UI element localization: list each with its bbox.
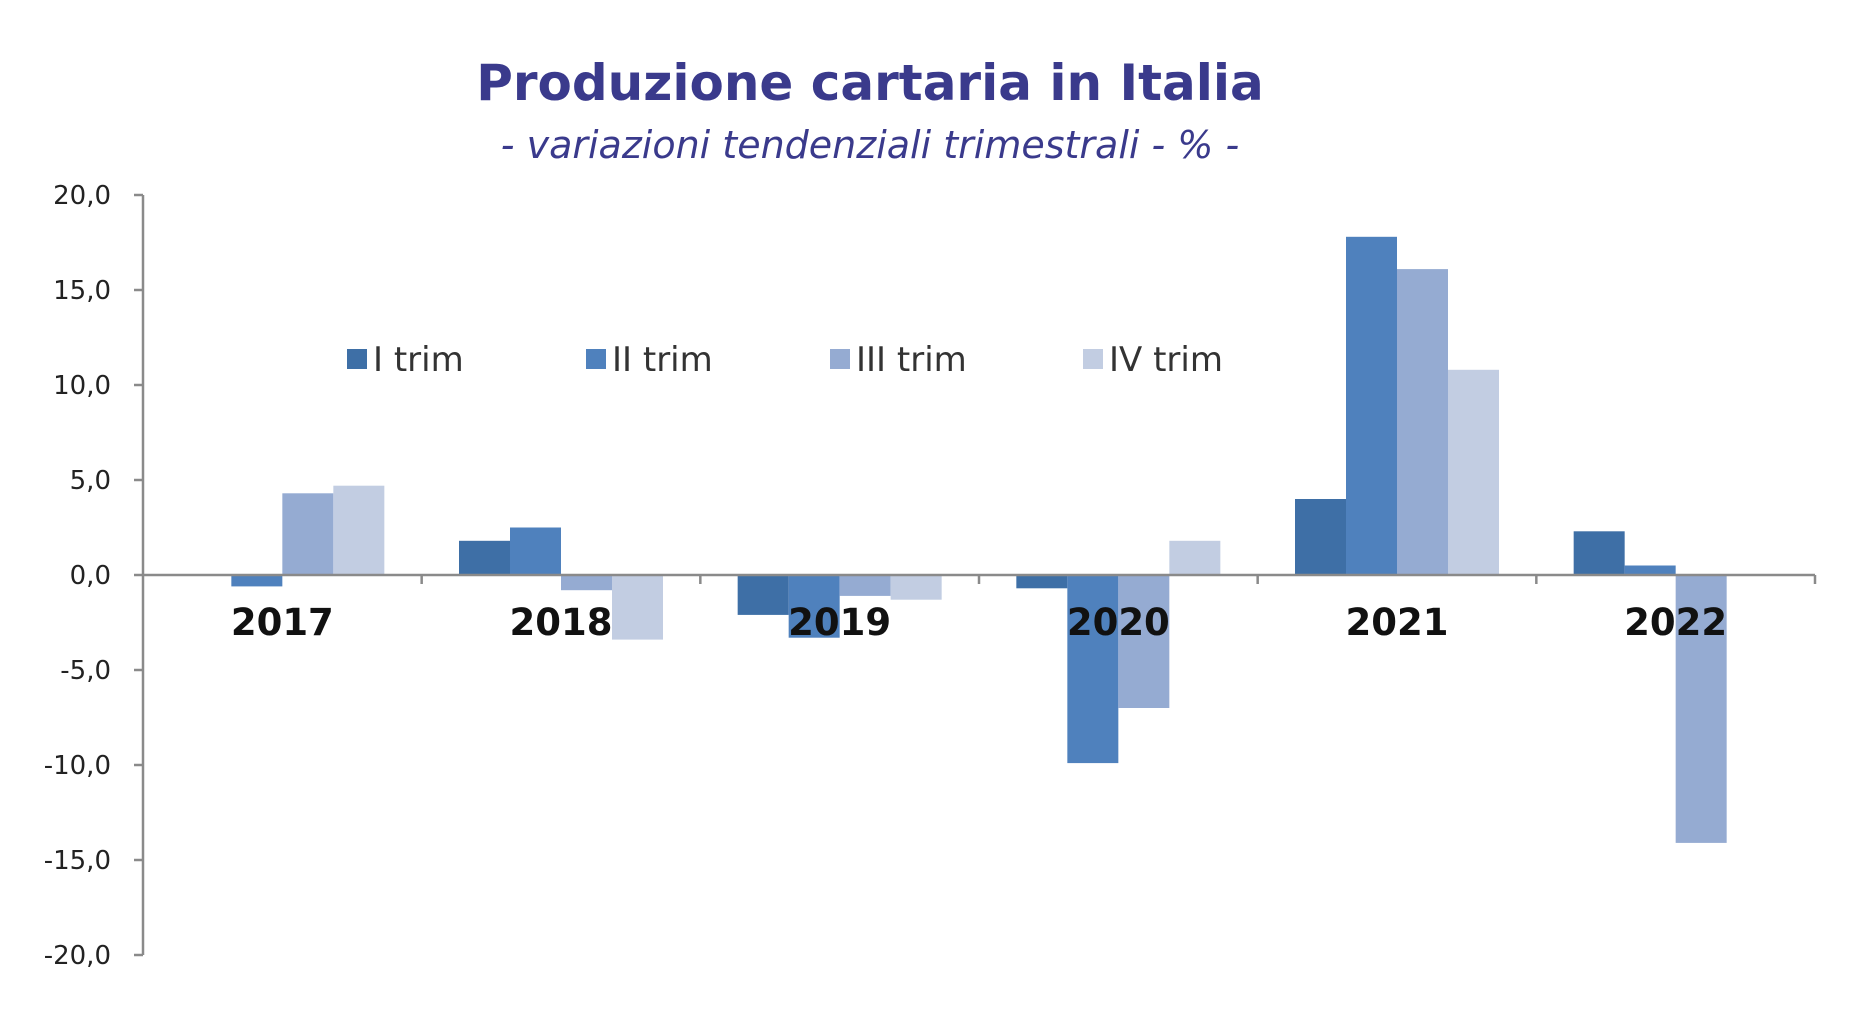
bar-2018-ii-trim	[510, 527, 561, 575]
y-tick-label: 20,0	[53, 181, 111, 211]
legend-swatch-iv-trim	[1083, 349, 1103, 369]
bar-2020-i-trim	[1016, 575, 1068, 589]
category-label-2022: 2022	[1624, 601, 1727, 644]
y-tick-label: -20,0	[44, 941, 111, 971]
bar-2018-iv-trim	[612, 575, 663, 640]
category-label-2019: 2019	[788, 601, 891, 644]
legend-label-iii-trim: III trim	[856, 340, 967, 380]
category-label-2017: 2017	[231, 601, 334, 644]
axes-layer	[134, 193, 1817, 957]
chart-subtitle: - variazioni tendenziali trimestrali - %…	[501, 123, 1239, 167]
legend-label-iv-trim: IV trim	[1109, 340, 1223, 380]
y-tick-label: -10,0	[44, 751, 111, 781]
bar-2020-iii-trim	[1118, 575, 1170, 708]
bar-2017-iii-trim	[282, 493, 334, 575]
bar-2021-iv-trim	[1448, 369, 1499, 575]
bar-2022-iii-trim	[1675, 575, 1727, 843]
category-label-2020: 2020	[1067, 601, 1170, 644]
bar-2017-ii-trim	[231, 575, 283, 587]
bars-layer	[180, 236, 1727, 843]
y-tick-label: -15,0	[44, 846, 111, 876]
bar-2022-i-trim	[1573, 531, 1625, 575]
chart-title: Produzione cartaria in Italia	[476, 54, 1264, 112]
bar-2022-ii-trim	[1624, 565, 1676, 575]
bar-2018-i-trim	[459, 540, 510, 575]
bar-2021-i-trim	[1295, 499, 1346, 575]
y-tick-label: 0,0	[70, 561, 111, 591]
legend-label-i-trim: I trim	[373, 340, 464, 380]
category-labels: 2017 2018 2019 2020 2021 2022	[231, 601, 1727, 644]
bar-2021-ii-trim	[1346, 236, 1397, 576]
legend-label-ii-trim: II trim	[612, 340, 713, 380]
category-label-2018: 2018	[510, 601, 613, 644]
category-label-2021: 2021	[1346, 601, 1449, 644]
legend: I trim II trim III trim IV trim	[347, 340, 1223, 380]
bar-2020-ii-trim	[1067, 575, 1119, 764]
legend-swatch-ii-trim	[586, 349, 606, 369]
legend-swatch-iii-trim	[830, 349, 850, 369]
bar-2019-iv-trim	[890, 575, 942, 600]
y-tick-label: 10,0	[53, 371, 111, 401]
bar-2019-iii-trim	[839, 575, 891, 596]
y-tick-labels: 20,0 15,0 10,0 5,0 0,0 -5,0 -10,0 -15,0 -20,0	[44, 181, 111, 971]
y-tick-label: 5,0	[70, 466, 111, 496]
bar-2019-ii-trim	[788, 575, 840, 638]
bar-2021-iii-trim	[1397, 269, 1448, 575]
y-tick-label: -5,0	[60, 656, 111, 686]
bar-2019-i-trim	[737, 575, 789, 615]
bar-2017-iv-trim	[333, 485, 385, 575]
y-tick-label: 15,0	[53, 276, 111, 306]
legend-swatch-i-trim	[347, 349, 367, 369]
bar-2020-iv-trim	[1169, 540, 1221, 575]
bar-2018-iii-trim	[561, 575, 612, 591]
